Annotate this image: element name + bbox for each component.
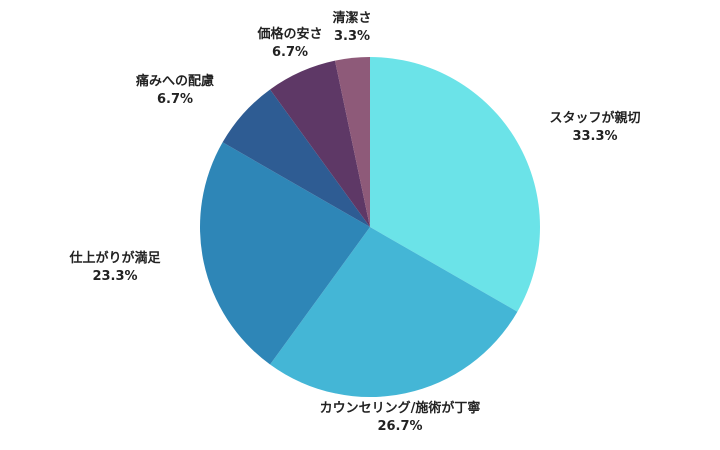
pie-slice-1	[370, 57, 540, 312]
pie-slice-2	[270, 227, 518, 397]
slice-percent-5: 6.7%	[272, 45, 308, 60]
slice-percent-2: 26.7%	[377, 419, 422, 434]
slice-percent-1: 33.3%	[572, 129, 617, 144]
slice-percent-6: 3.3%	[334, 29, 370, 44]
pie-slice-5	[270, 60, 370, 227]
slice-label-2: カウンセリング/施術が丁寧	[320, 400, 481, 416]
pie-slice-3	[200, 142, 370, 365]
slice-label-4: 痛みへの配慮	[135, 73, 214, 89]
slice-label-3: 仕上がりが満足	[68, 250, 161, 266]
slice-percent-3: 23.3%	[92, 269, 137, 284]
slice-label-6: 清潔さ	[332, 10, 371, 26]
slice-label-1: スタッフが親切	[549, 110, 640, 126]
pie-slice-4	[222, 89, 370, 227]
pie-slice-6	[335, 57, 370, 227]
slice-percent-4: 6.7%	[157, 92, 193, 107]
slice-label-5: 価格の安さ	[256, 26, 322, 42]
